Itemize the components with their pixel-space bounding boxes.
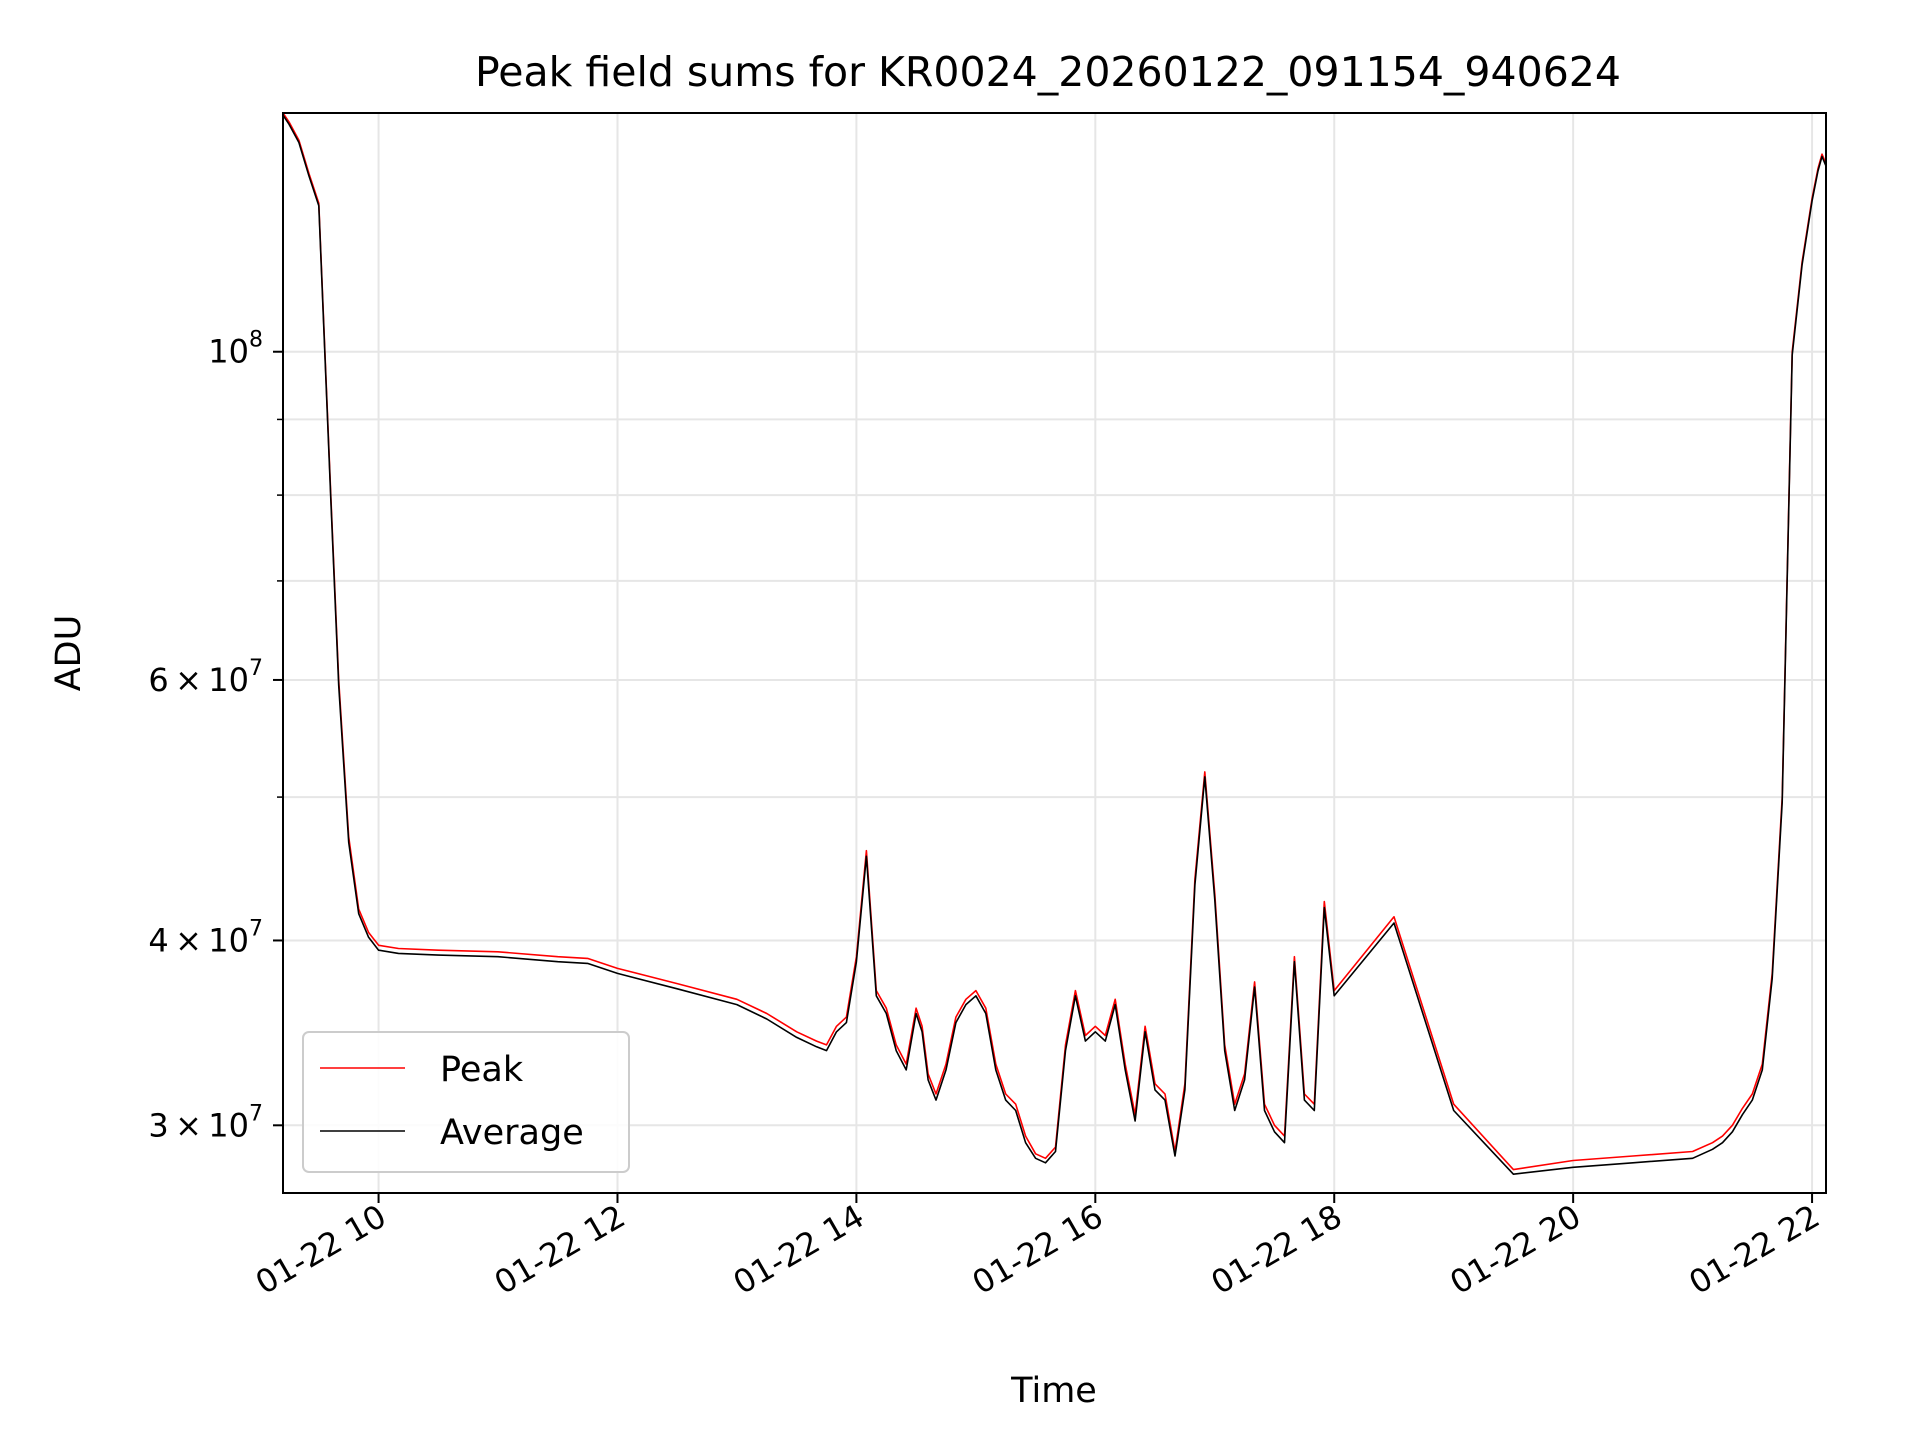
x-gridlines xyxy=(377,113,1814,1193)
y-tick-label: 108 xyxy=(208,328,263,371)
y-axis-ticks: 3 × 107 4 × 107 6 × 107 108 xyxy=(148,328,283,1144)
y-tick-label: 4 × 107 xyxy=(148,916,263,959)
y-axis-label: ADU xyxy=(49,615,89,692)
series-line-average xyxy=(283,114,1826,1175)
y-axis-minor-ticks xyxy=(277,418,283,798)
legend: Peak Average xyxy=(302,1031,630,1173)
legend-label-average: Average xyxy=(440,1113,584,1153)
y-tick-label: 3 × 107 xyxy=(148,1101,263,1144)
y-tick-label: 6 × 107 xyxy=(148,656,263,699)
series-line-peak xyxy=(283,113,1826,1171)
y-gridlines xyxy=(283,350,1826,1127)
x-axis-label: Time xyxy=(1010,1371,1097,1411)
plot-frame xyxy=(282,112,1827,1194)
chart-title: Peak field sums for KR0024_20260122_0911… xyxy=(475,48,1621,96)
legend-box xyxy=(302,1031,630,1173)
legend-label-peak: Peak xyxy=(440,1050,524,1090)
series-layer xyxy=(283,113,1826,1175)
